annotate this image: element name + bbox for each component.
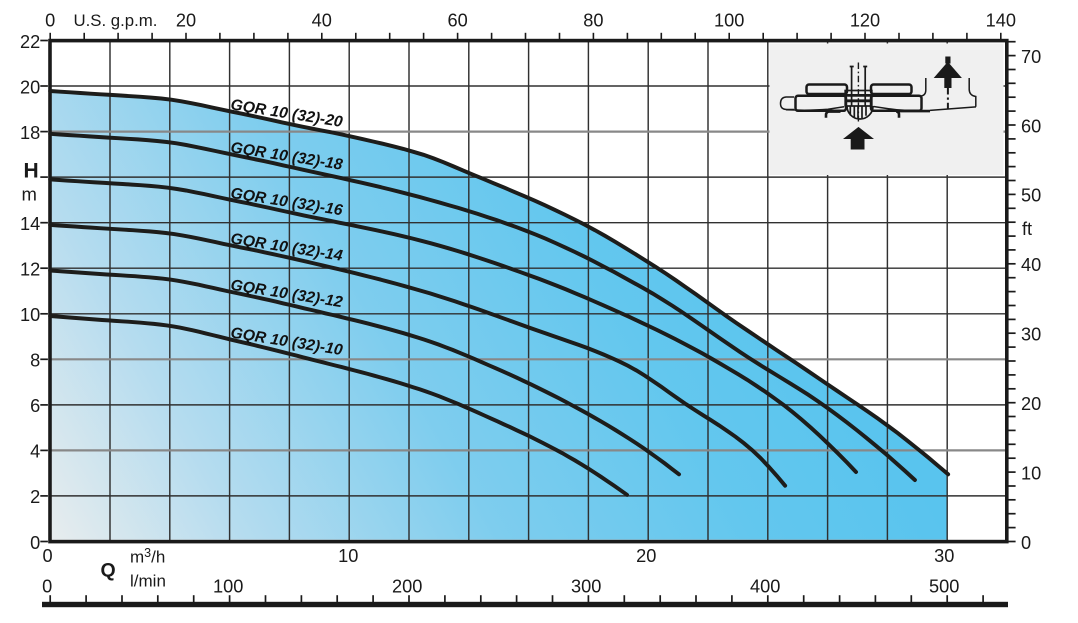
svg-text:100: 100 <box>213 577 243 597</box>
svg-text:200: 200 <box>392 577 422 597</box>
svg-text:140: 140 <box>986 11 1016 31</box>
svg-text:500: 500 <box>929 577 959 597</box>
svg-text:120: 120 <box>850 11 880 31</box>
svg-text:6: 6 <box>30 396 40 416</box>
svg-text:U.S. g.p.m.: U.S. g.p.m. <box>74 11 158 30</box>
svg-text:80: 80 <box>583 11 603 31</box>
svg-text:100: 100 <box>714 11 744 31</box>
svg-text:300: 300 <box>571 577 601 597</box>
svg-text:10: 10 <box>1021 463 1041 483</box>
svg-text:20: 20 <box>20 77 40 97</box>
svg-text:Q: Q <box>101 560 116 582</box>
svg-text:0: 0 <box>1021 533 1031 553</box>
svg-text:20: 20 <box>1021 394 1041 414</box>
svg-text:4: 4 <box>30 442 40 462</box>
svg-text:8: 8 <box>30 351 40 371</box>
svg-text:ft: ft <box>1022 219 1032 239</box>
svg-text:0: 0 <box>42 577 52 597</box>
svg-text:30: 30 <box>934 546 954 566</box>
svg-text:60: 60 <box>1021 116 1041 136</box>
svg-text:30: 30 <box>1021 325 1041 345</box>
svg-text:10: 10 <box>20 305 40 325</box>
svg-text:60: 60 <box>447 11 467 31</box>
svg-text:12: 12 <box>20 260 40 280</box>
svg-text:2: 2 <box>30 487 40 507</box>
svg-text:0: 0 <box>42 546 52 566</box>
svg-text:m: m <box>22 184 37 205</box>
svg-text:20: 20 <box>636 546 656 566</box>
svg-text:14: 14 <box>20 214 40 234</box>
svg-text:H: H <box>24 160 39 183</box>
svg-text:l/min: l/min <box>130 572 166 591</box>
svg-text:70: 70 <box>1021 47 1041 67</box>
svg-text:40: 40 <box>1021 255 1041 275</box>
svg-text:18: 18 <box>20 123 40 143</box>
svg-text:0: 0 <box>45 11 55 31</box>
svg-text:400: 400 <box>750 577 780 597</box>
svg-text:50: 50 <box>1021 186 1041 206</box>
svg-text:22: 22 <box>20 32 40 52</box>
svg-text:20: 20 <box>176 11 196 31</box>
svg-text:40: 40 <box>312 11 332 31</box>
svg-text:m3/h: m3/h <box>130 546 165 567</box>
svg-text:10: 10 <box>338 546 358 566</box>
svg-text:0: 0 <box>30 533 40 553</box>
